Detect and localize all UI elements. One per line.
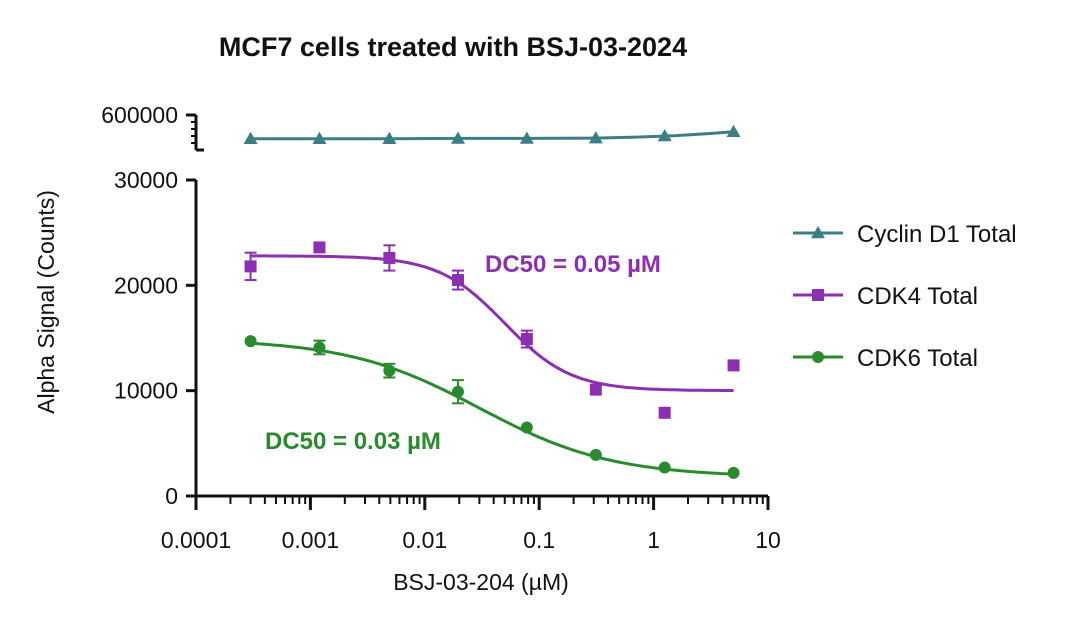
series-cdk6-total	[244, 335, 740, 479]
data-point	[658, 406, 671, 419]
data-point	[589, 448, 602, 461]
data-point	[519, 131, 534, 144]
y-axis-label: Alpha Signal (Counts)	[33, 190, 59, 414]
y-tick-label: 20000	[114, 272, 178, 298]
chart-title: MCF7 cells treated with BSJ-03-2024	[219, 32, 687, 62]
legend-item: CDK4 Total	[793, 283, 978, 310]
plot-area	[243, 124, 741, 479]
data-point	[520, 421, 533, 434]
x-tick-label: 0.001	[282, 527, 340, 553]
data-point	[520, 333, 533, 346]
x-axis-label: BSJ-03-204 (µM)	[393, 569, 569, 595]
fit-curve	[250, 341, 734, 476]
x-tick-label: 10	[755, 527, 781, 553]
data-point	[383, 364, 396, 377]
data-point	[451, 385, 464, 398]
fit-curve	[250, 130, 734, 141]
data-point	[244, 260, 257, 273]
y-tick-label: 10000	[114, 378, 178, 404]
fit-curve	[250, 254, 734, 392]
data-point	[726, 124, 741, 138]
data-point	[244, 335, 257, 348]
data-point	[313, 341, 326, 354]
data-point	[657, 129, 672, 142]
data-point	[243, 131, 258, 145]
data-point	[383, 251, 396, 264]
x-axis: 0.0001 0.001 0.01 0.1 1 10	[161, 494, 781, 553]
data-point	[382, 131, 397, 145]
series-cyclin-d1-total	[243, 124, 741, 145]
data-point	[313, 241, 326, 254]
data-point	[450, 131, 465, 144]
y-tick-label: 30000	[114, 167, 178, 193]
y-tick-label: 0	[165, 483, 178, 509]
x-tick-label: 0.1	[523, 527, 555, 553]
data-point	[312, 131, 327, 145]
legend-marker	[812, 351, 824, 363]
y-axis: 0 10000 20000 30000 600000	[101, 102, 204, 509]
legend-item: CDK6 Total	[793, 345, 978, 372]
legend: Cyclin D1 Total CDK4 Total CDK6 Total	[793, 221, 1017, 372]
data-point	[588, 131, 603, 144]
data-point	[727, 466, 740, 479]
legend-marker	[812, 289, 824, 301]
annotation-cdk6-dc50: DC50 = 0.03 µM	[265, 428, 441, 455]
data-point	[727, 359, 740, 372]
data-point	[589, 383, 602, 396]
legend-label: CDK4 Total	[857, 283, 978, 310]
annotation-cdk4-dc50: DC50 = 0.05 µM	[485, 251, 661, 278]
data-point	[658, 461, 671, 474]
legend-item: Cyclin D1 Total	[793, 221, 1017, 248]
x-tick-label: 0.0001	[161, 527, 231, 553]
x-tick-label: 1	[647, 527, 660, 553]
data-point	[451, 274, 464, 287]
legend-marker	[811, 226, 825, 239]
series-cdk4-total	[244, 241, 740, 419]
y-tick-label: 600000	[101, 102, 178, 128]
legend-label: CDK6 Total	[857, 345, 978, 372]
legend-label: Cyclin D1 Total	[857, 221, 1017, 248]
x-tick-label: 0.01	[402, 527, 447, 553]
